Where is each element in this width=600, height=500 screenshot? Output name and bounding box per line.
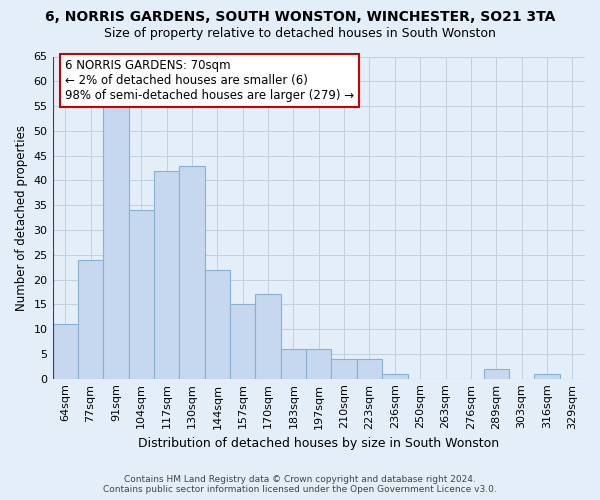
Bar bbox=[484, 369, 509, 378]
Bar bbox=[534, 374, 560, 378]
Text: Contains HM Land Registry data © Crown copyright and database right 2024.: Contains HM Land Registry data © Crown c… bbox=[124, 475, 476, 484]
Bar bbox=[357, 359, 382, 378]
Bar bbox=[256, 294, 281, 378]
X-axis label: Distribution of detached houses by size in South Wonston: Distribution of detached houses by size … bbox=[138, 437, 499, 450]
Text: Size of property relative to detached houses in South Wonston: Size of property relative to detached ho… bbox=[104, 28, 496, 40]
Bar bbox=[230, 304, 256, 378]
Text: 6 NORRIS GARDENS: 70sqm
← 2% of detached houses are smaller (6)
98% of semi-deta: 6 NORRIS GARDENS: 70sqm ← 2% of detached… bbox=[65, 59, 355, 102]
Y-axis label: Number of detached properties: Number of detached properties bbox=[15, 124, 28, 310]
Bar bbox=[306, 349, 331, 378]
Bar bbox=[179, 166, 205, 378]
Bar bbox=[103, 106, 128, 378]
Bar bbox=[128, 210, 154, 378]
Bar bbox=[331, 359, 357, 378]
Bar bbox=[205, 270, 230, 378]
Bar bbox=[382, 374, 407, 378]
Bar bbox=[53, 324, 78, 378]
Bar bbox=[78, 260, 103, 378]
Bar bbox=[154, 170, 179, 378]
Bar bbox=[281, 349, 306, 378]
Text: Contains public sector information licensed under the Open Government Licence v3: Contains public sector information licen… bbox=[103, 485, 497, 494]
Text: 6, NORRIS GARDENS, SOUTH WONSTON, WINCHESTER, SO21 3TA: 6, NORRIS GARDENS, SOUTH WONSTON, WINCHE… bbox=[45, 10, 555, 24]
